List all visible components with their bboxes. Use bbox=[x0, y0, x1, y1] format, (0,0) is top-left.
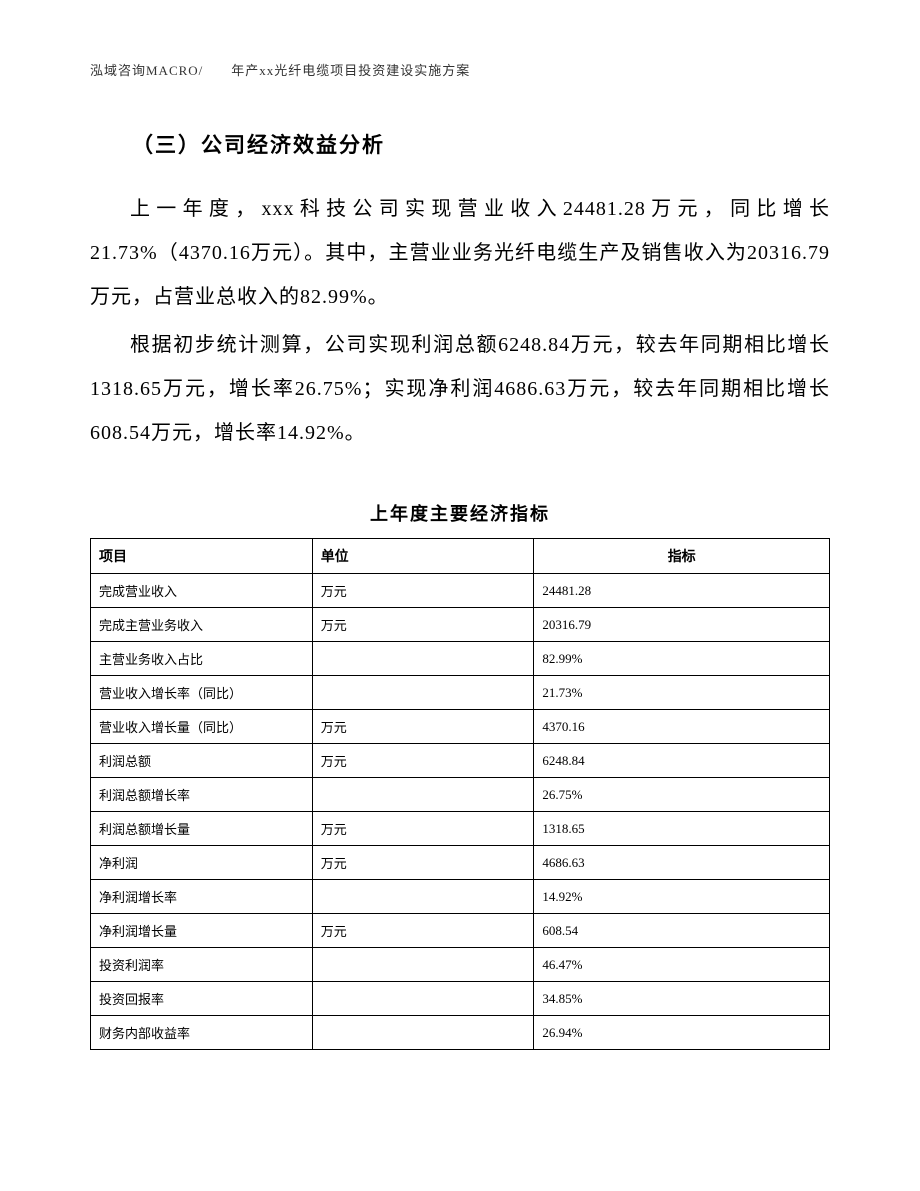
table-cell-unit bbox=[312, 948, 534, 982]
table-cell-item: 财务内部收益率 bbox=[91, 1016, 313, 1050]
table-row: 利润总额增长率 26.75% bbox=[91, 778, 830, 812]
table-cell-value: 46.47% bbox=[534, 948, 830, 982]
table-cell-item: 营业收入增长量（同比） bbox=[91, 710, 313, 744]
table-cell-value: 34.85% bbox=[534, 982, 830, 1016]
table-cell-value: 608.54 bbox=[534, 914, 830, 948]
table-cell-unit bbox=[312, 642, 534, 676]
section-title: （三）公司经济效益分析 bbox=[90, 129, 830, 159]
table-cell-value: 1318.65 bbox=[534, 812, 830, 846]
table-cell-value: 6248.84 bbox=[534, 744, 830, 778]
table-cell-unit: 万元 bbox=[312, 744, 534, 778]
table-row: 完成主营业务收入 万元 20316.79 bbox=[91, 608, 830, 642]
table-header-unit: 单位 bbox=[312, 539, 534, 574]
table-cell-item: 完成营业收入 bbox=[91, 574, 313, 608]
table-cell-item: 净利润增长量 bbox=[91, 914, 313, 948]
table-cell-value: 20316.79 bbox=[534, 608, 830, 642]
table-row: 净利润增长量 万元 608.54 bbox=[91, 914, 830, 948]
table-cell-item: 投资利润率 bbox=[91, 948, 313, 982]
table-row: 主营业务收入占比 82.99% bbox=[91, 642, 830, 676]
table-row: 净利润 万元 4686.63 bbox=[91, 846, 830, 880]
table-cell-unit bbox=[312, 676, 534, 710]
table-header-row: 项目 单位 指标 bbox=[91, 539, 830, 574]
table-cell-item: 完成主营业务收入 bbox=[91, 608, 313, 642]
table-cell-unit bbox=[312, 778, 534, 812]
table-row: 营业收入增长量（同比） 万元 4370.16 bbox=[91, 710, 830, 744]
table-header-item: 项目 bbox=[91, 539, 313, 574]
paragraph-2: 根据初步统计测算，公司实现利润总额6248.84万元，较去年同期相比增长1318… bbox=[90, 323, 830, 455]
table-row: 投资利润率 46.47% bbox=[91, 948, 830, 982]
table-cell-unit: 万元 bbox=[312, 710, 534, 744]
page-header: 泓域咨询MACRO/ 年产xx光纤电缆项目投资建设实施方案 bbox=[90, 60, 830, 79]
table-row: 净利润增长率 14.92% bbox=[91, 880, 830, 914]
table-cell-item: 利润总额增长量 bbox=[91, 812, 313, 846]
economic-indicators-table: 项目 单位 指标 完成营业收入 万元 24481.28 完成主营业务收入 万元 … bbox=[90, 538, 830, 1050]
table-cell-unit bbox=[312, 1016, 534, 1050]
table-cell-value: 4686.63 bbox=[534, 846, 830, 880]
table-cell-value: 82.99% bbox=[534, 642, 830, 676]
paragraph-1: 上一年度，xxx科技公司实现营业收入24481.28万元，同比增长21.73%（… bbox=[90, 187, 830, 319]
table-cell-item: 利润总额 bbox=[91, 744, 313, 778]
table-title: 上年度主要经济指标 bbox=[90, 500, 830, 526]
table-row: 投资回报率 34.85% bbox=[91, 982, 830, 1016]
table-row: 财务内部收益率 26.94% bbox=[91, 1016, 830, 1050]
table-row: 利润总额 万元 6248.84 bbox=[91, 744, 830, 778]
table-cell-unit bbox=[312, 982, 534, 1016]
table-cell-value: 24481.28 bbox=[534, 574, 830, 608]
table-cell-value: 14.92% bbox=[534, 880, 830, 914]
table-row: 完成营业收入 万元 24481.28 bbox=[91, 574, 830, 608]
table-cell-value: 21.73% bbox=[534, 676, 830, 710]
table-cell-item: 营业收入增长率（同比） bbox=[91, 676, 313, 710]
table-cell-unit: 万元 bbox=[312, 914, 534, 948]
table-cell-item: 净利润 bbox=[91, 846, 313, 880]
table-cell-item: 主营业务收入占比 bbox=[91, 642, 313, 676]
table-header-value: 指标 bbox=[534, 539, 830, 574]
table-row: 营业收入增长率（同比） 21.73% bbox=[91, 676, 830, 710]
table-cell-value: 26.75% bbox=[534, 778, 830, 812]
table-cell-value: 4370.16 bbox=[534, 710, 830, 744]
table-cell-item: 净利润增长率 bbox=[91, 880, 313, 914]
table-row: 利润总额增长量 万元 1318.65 bbox=[91, 812, 830, 846]
table-cell-unit: 万元 bbox=[312, 812, 534, 846]
table-cell-item: 投资回报率 bbox=[91, 982, 313, 1016]
table-cell-unit bbox=[312, 880, 534, 914]
table-cell-unit: 万元 bbox=[312, 574, 534, 608]
table-cell-value: 26.94% bbox=[534, 1016, 830, 1050]
table-cell-item: 利润总额增长率 bbox=[91, 778, 313, 812]
table-cell-unit: 万元 bbox=[312, 846, 534, 880]
table-cell-unit: 万元 bbox=[312, 608, 534, 642]
